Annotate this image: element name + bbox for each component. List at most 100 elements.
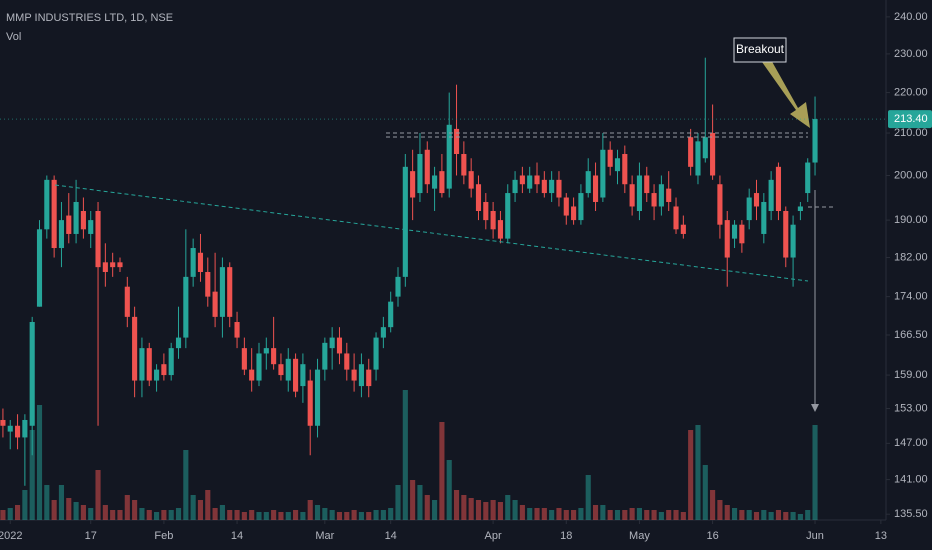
- volume-bar: [219, 505, 225, 520]
- volume-bar: [768, 512, 774, 520]
- candle-body: [475, 184, 482, 211]
- volume-bar: [534, 508, 540, 520]
- volume-bar: [373, 510, 379, 520]
- x-tick-label: Feb: [154, 530, 173, 542]
- candle-body: [183, 276, 189, 338]
- candle-body: [483, 201, 489, 221]
- candle-body: [790, 224, 796, 258]
- volume-bar: [14, 505, 21, 520]
- candle-body: [256, 353, 262, 381]
- volume-bar: [622, 510, 628, 520]
- breakout-arrow: [762, 58, 810, 128]
- y-tick-label: 200.00: [894, 169, 928, 181]
- candle-body: [373, 337, 379, 370]
- volume-bar: [300, 512, 306, 520]
- candle-body: [680, 224, 686, 234]
- candle-body: [58, 220, 65, 249]
- candle-body: [80, 210, 86, 230]
- x-tick-label: 2022: [0, 530, 22, 542]
- candle-body: [439, 171, 445, 194]
- y-tick-label: 182.00: [894, 251, 928, 263]
- volume-bar: [775, 510, 782, 520]
- candle-body: [44, 179, 50, 230]
- candle-body: [622, 154, 628, 185]
- volume-bar: [475, 500, 482, 520]
- candle-body: [468, 171, 474, 189]
- candle-body: [592, 175, 599, 202]
- candle-body: [51, 179, 57, 249]
- volume-bar: [36, 405, 43, 520]
- volume-bar: [673, 510, 679, 520]
- candle-body: [102, 262, 108, 272]
- volume-bar: [556, 508, 562, 520]
- chart-title: MMP INDUSTRIES LTD, 1D, NSE: [6, 12, 173, 24]
- candle-body: [812, 119, 818, 163]
- candle-body: [644, 175, 650, 194]
- volume-bar: [505, 495, 511, 520]
- candle-body: [724, 220, 730, 258]
- volume-bar: [66, 498, 72, 520]
- volume-bar: [29, 430, 35, 520]
- x-tick-label: Jun: [806, 530, 824, 542]
- volume-bar: [278, 512, 284, 520]
- volume-bar: [293, 510, 299, 520]
- candle-body: [271, 348, 277, 365]
- candle-body: [424, 149, 430, 185]
- x-tick-label: 13: [875, 530, 887, 542]
- candle-body: [205, 271, 211, 297]
- candle-body: [161, 364, 167, 376]
- candle-body: [417, 154, 423, 194]
- volume-bar: [234, 510, 240, 520]
- volume-bar: [380, 510, 386, 520]
- candle-body: [388, 301, 394, 328]
- candle-layer: [0, 57, 818, 486]
- candle-body: [249, 369, 255, 381]
- volume-bar: [336, 512, 343, 520]
- volume-bar: [724, 505, 730, 520]
- candle-body: [490, 210, 496, 230]
- candle-body: [673, 206, 679, 230]
- volume-bar: [146, 510, 152, 520]
- candle-body: [519, 175, 525, 185]
- volume-bar: [600, 505, 606, 520]
- candle-body: [600, 149, 606, 198]
- y-tick-label: 210.00: [894, 127, 928, 139]
- candle-body: [446, 124, 452, 189]
- volume-bar: [512, 500, 518, 520]
- candle-body: [541, 179, 547, 194]
- candle-body: [761, 201, 767, 234]
- candle-body: [285, 358, 291, 381]
- volume-bar: [285, 512, 291, 520]
- y-tick-label: 230.00: [894, 48, 928, 60]
- candle-body: [329, 337, 335, 349]
- candle-body: [453, 128, 460, 155]
- candle-body: [636, 175, 643, 211]
- trend-line: [54, 184, 809, 282]
- candle-body: [322, 342, 328, 370]
- candle-body: [658, 184, 664, 207]
- volume-bar: [607, 510, 613, 520]
- volume-bar: [717, 500, 723, 520]
- volume-bar: [797, 514, 803, 520]
- volume-bar: [263, 512, 269, 520]
- candle-body: [666, 188, 672, 202]
- candle-body: [190, 248, 196, 277]
- candle-body: [717, 184, 723, 225]
- volume-bar: [666, 510, 672, 520]
- last-price-label: 213.40: [894, 113, 928, 125]
- volume-bar: [453, 490, 460, 520]
- volume-bar: [571, 510, 577, 520]
- candle-body: [95, 210, 101, 268]
- volume-bar: [519, 505, 525, 520]
- volume-bar: [44, 485, 50, 520]
- candle-body: [695, 141, 701, 176]
- volume-bar: [651, 510, 657, 520]
- volume-bar: [58, 485, 65, 520]
- candle-body: [263, 348, 269, 354]
- volume-bar: [702, 465, 708, 520]
- volume-bar: [329, 510, 335, 520]
- y-tick-label: 166.50: [894, 329, 928, 341]
- volume-bar: [168, 510, 174, 520]
- candle-body: [410, 171, 416, 198]
- y-tick-label: 135.50: [894, 508, 928, 520]
